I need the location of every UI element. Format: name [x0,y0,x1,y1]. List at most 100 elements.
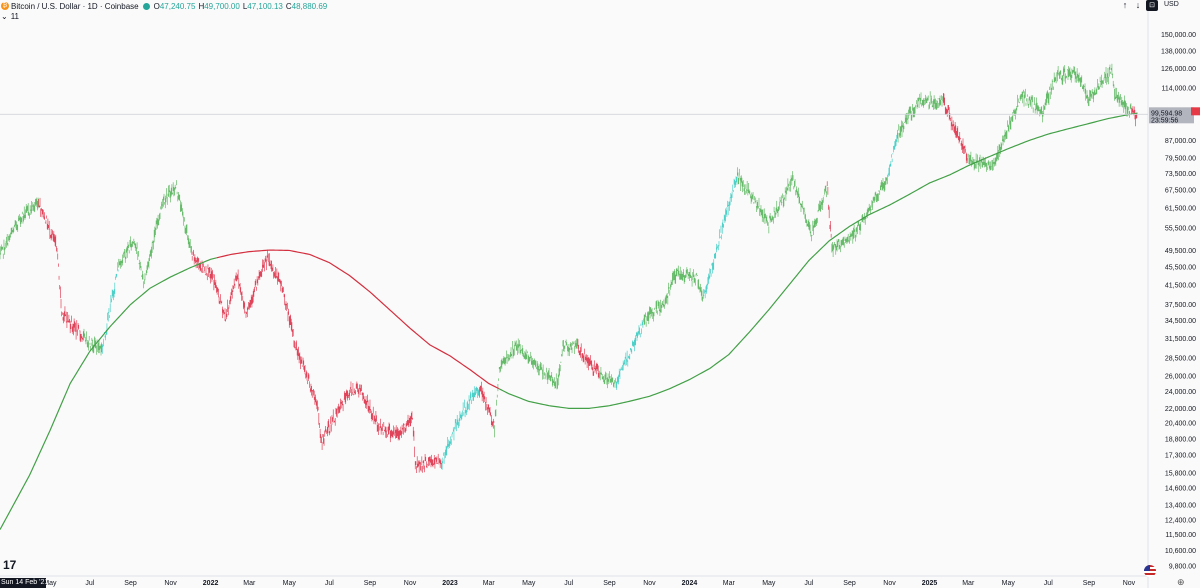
x-tick-label: Sep [603,580,616,587]
price-series [0,63,1138,474]
price-segment [1056,65,1077,86]
y-tick-label: 114,000.00 [1161,86,1196,93]
price-segment [162,182,177,209]
y-tick-label: 9,800.00 [1169,563,1196,570]
x-tick-label: 2024 [682,580,698,587]
x-tick-label: Nov [643,580,656,587]
price-segment [494,378,499,438]
price-segment [852,177,888,244]
x-tick-label: Nov [164,580,177,587]
price-segment [897,97,920,143]
price-segment [718,176,738,247]
price-segment [191,249,213,284]
price-segment [441,415,459,470]
x-tick-label: 2025 [922,580,938,587]
price-segment [245,255,267,318]
price-segment [992,94,1022,171]
price-segment [118,236,135,269]
y-tick-label: 15,800.00 [1165,470,1196,477]
price-segment [134,241,144,280]
y-tick-label: 24,000.00 [1165,389,1196,396]
y-tick-label: 10,600.00 [1165,548,1196,555]
price-segment [38,197,57,252]
price-segment [1088,64,1112,107]
x-tick-label: May [283,580,297,587]
price-segment [294,340,318,410]
price-segment [831,230,853,257]
indicator-count: 11 [10,12,20,21]
price-segment [577,339,600,379]
arrow-up-icon[interactable]: ↑ [1122,0,1128,10]
price-segment [1111,63,1115,89]
bar-countdown: 23:59:56 [1151,117,1178,124]
price-segment [557,349,563,386]
x-tick-label: Sep [124,580,137,587]
price-segment [378,418,399,443]
y-tick-label: 22,000.00 [1165,406,1196,413]
price-segment [225,272,237,322]
last-price-badge [1149,107,1194,124]
x-tick-label: Jul [804,580,813,587]
cursor-date-label: Sun 14 Feb '21 [0,578,49,588]
price-segment [414,453,442,474]
y-tick-label: 55,500.00 [1165,226,1196,233]
bitcoin-icon: ₿ [1,2,9,10]
price-segment [826,181,832,238]
price-segment [412,417,415,458]
x-tick-label: Jul [325,580,334,587]
tradingview-logo[interactable]: 17 [3,558,17,572]
last-price-value: 99,594.98 [1151,110,1182,117]
time-axis: May Jul Sep Nov 2022 Mar May Jul Sep Nov 2023 Mar Ma… [0,575,1148,587]
screenshot-icon[interactable]: ⊡ [1146,0,1158,11]
price-segment [696,272,704,302]
price-segment [703,243,719,299]
price-segment [320,389,349,450]
y-tick-label: 26,000.00 [1165,373,1196,380]
price-segment [61,306,84,343]
y-tick-label: 28,500.00 [1165,355,1196,362]
price-segment [398,411,413,441]
x-tick-label: Jul [1044,580,1053,587]
price-segment [479,381,495,429]
price-segment [1021,88,1043,117]
x-tick-label: Mar [962,580,975,587]
price-segment [357,384,379,436]
price-segment [18,197,39,228]
price-segment [887,134,898,184]
x-tick-label: May [43,580,57,587]
price-segment [599,366,616,389]
y-tick-label: 87,000.00 [1165,138,1196,145]
y-tick-label: 67,500.00 [1165,188,1196,195]
x-tick-label: May [1002,580,1016,587]
price-segment [615,318,644,390]
x-tick-label: Mar [483,580,496,587]
price-segment [1042,72,1057,123]
price-segment [1076,68,1089,106]
price-segment [664,270,674,305]
y-tick-label: 14,600.00 [1165,486,1196,493]
price-segment [498,340,518,373]
y-tick-label: 12,400.00 [1165,517,1196,524]
x-tick-label: Sep [1083,580,1096,587]
arrow-down-icon[interactable]: ↓ [1135,0,1141,10]
price-segment [919,91,944,110]
settings-icon[interactable]: ⊕ [1177,577,1185,587]
price-segment [143,201,163,289]
last-price-marker [1191,107,1200,116]
price-segment [347,381,358,401]
x-tick-label: Mar [243,580,256,587]
symbol-title[interactable]: Bitcoin / U.S. Dollar · 1D · Coinbase [11,1,139,11]
x-tick-label: Nov [883,580,896,587]
y-tick-label: 20,400.00 [1165,421,1196,428]
price-segment [562,338,578,357]
price-segment [768,175,793,234]
currency-selector[interactable]: USD [1164,1,1179,8]
x-tick-label: 2022 [203,580,219,587]
price-segment [643,299,665,327]
us-flag-icon[interactable] [1144,565,1156,577]
price-segment [537,361,558,390]
moving-average-line [498,112,1138,409]
indicator-toggle[interactable]: ⌄ 11 [1,12,19,21]
price-segment [736,167,769,227]
